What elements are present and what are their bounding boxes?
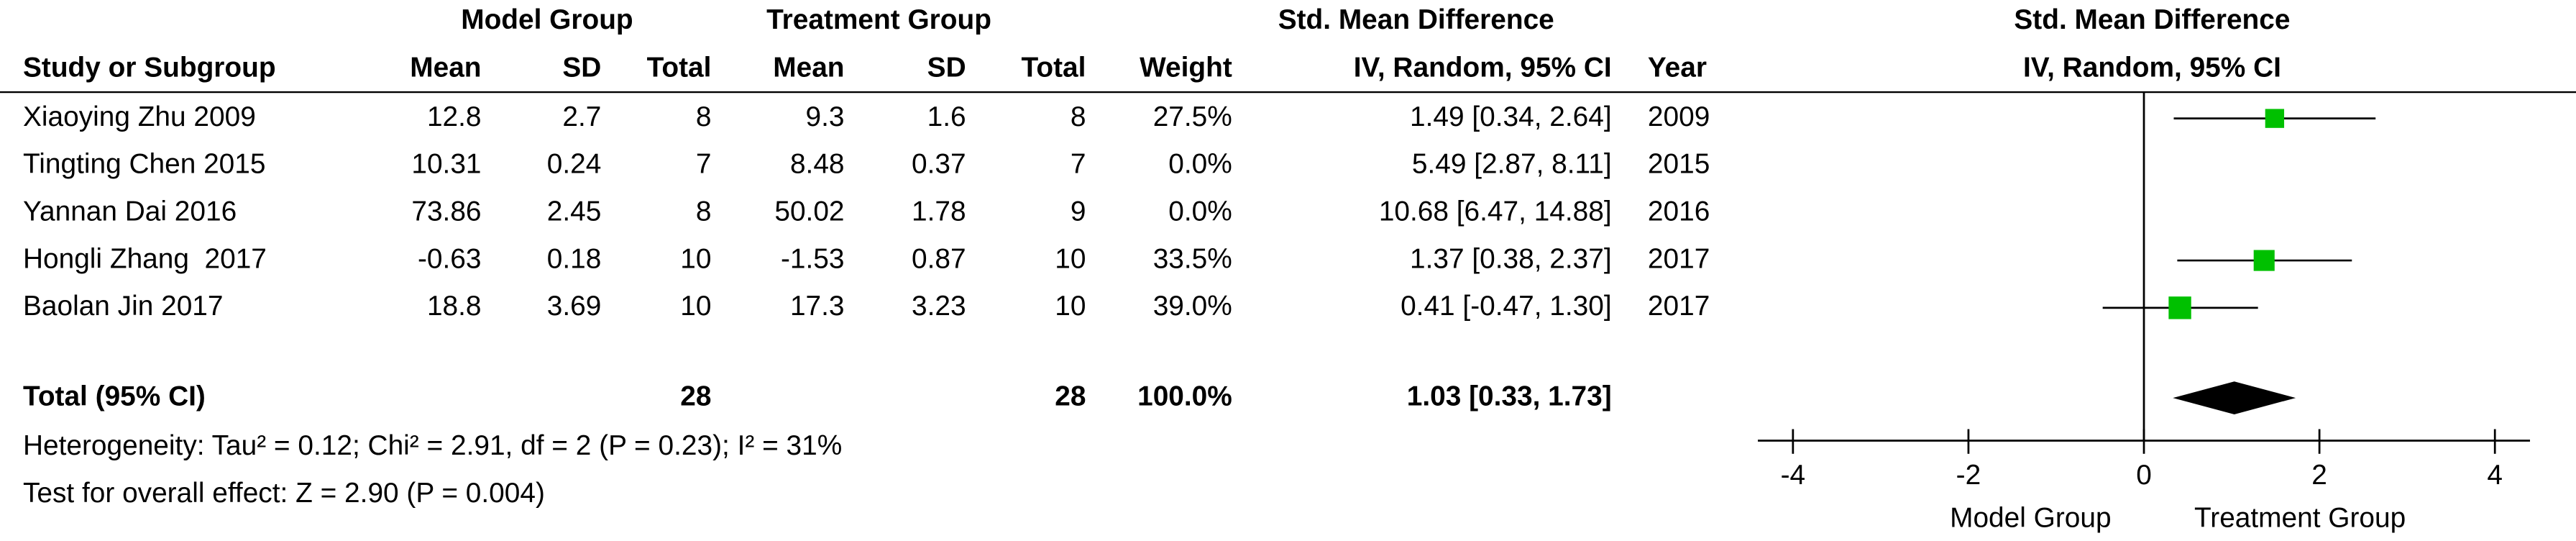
total-cell: 100.0% <box>1137 381 1232 412</box>
table-cell: 0.37 <box>912 149 966 180</box>
column-header: Total <box>647 52 712 83</box>
year: 2015 <box>1648 149 1710 180</box>
x-label-left: Model Group <box>1950 502 2111 533</box>
ci-label: 1.49 [0.34, 2.64] <box>1410 101 1612 132</box>
total-cell: 28 <box>1055 381 1086 412</box>
column-header: Year <box>1648 52 1707 83</box>
weight: 0.0% <box>1168 196 1232 227</box>
effect-marker <box>2168 296 2191 319</box>
group-header: Std. Mean Difference <box>1278 4 1554 35</box>
table-cell: 17.3 <box>790 291 845 322</box>
x-tick-label: 4 <box>2487 460 2503 491</box>
table-cell: 8 <box>696 196 712 227</box>
x-tick-label: 2 <box>2311 460 2327 491</box>
study-name: Yannan Dai 2016 <box>23 196 237 227</box>
ci-label: 0.41 [-0.47, 1.30] <box>1401 291 1612 322</box>
table-cell: -1.53 <box>781 243 845 274</box>
table-cell: 7 <box>696 149 712 180</box>
table-cell: 2.7 <box>562 101 601 132</box>
weight: 33.5% <box>1153 243 1232 274</box>
group-header: Model Group <box>461 4 633 35</box>
pooled-diamond <box>2173 381 2296 414</box>
table-cell: 10.31 <box>411 149 481 180</box>
table-cell: 9 <box>1071 196 1086 227</box>
table-cell: 10 <box>680 291 711 322</box>
column-header: SD <box>927 52 966 83</box>
study-name: Xiaoying Zhu 2009 <box>23 101 256 132</box>
study-name: Baolan Jin 2017 <box>23 291 224 322</box>
study-name: Tingting Chen 2015 <box>23 149 265 180</box>
year: 2017 <box>1648 243 1710 274</box>
table-cell: 7 <box>1071 149 1086 180</box>
year: 2017 <box>1648 291 1710 322</box>
total-label: Total (95% CI) <box>23 381 206 412</box>
column-header: Study or Subgroup <box>23 52 276 83</box>
study-name: Hongli Zhang 2017 <box>23 243 267 274</box>
table-cell: 18.8 <box>427 291 482 322</box>
plot-subtitle: IV, Random, 95% CI <box>2023 52 2281 83</box>
table-cell: 1.78 <box>912 196 966 227</box>
weight: 27.5% <box>1153 101 1232 132</box>
group-header: Treatment Group <box>766 4 991 35</box>
year: 2016 <box>1648 196 1710 227</box>
table-cell: 73.86 <box>411 196 481 227</box>
table-cell: 3.23 <box>912 291 966 322</box>
table-cell: 50.02 <box>774 196 844 227</box>
table-cell: 8.48 <box>790 149 845 180</box>
total-cell: 28 <box>680 381 711 412</box>
heterogeneity: Heterogeneity: Tau² = 0.12; Chi² = 2.91,… <box>23 430 842 461</box>
total-ci: 1.03 [0.33, 1.73] <box>1407 381 1612 412</box>
weight: 0.0% <box>1168 149 1232 180</box>
table-cell: 12.8 <box>427 101 482 132</box>
x-tick-label: 0 <box>2136 460 2152 491</box>
table-cell: 8 <box>1071 101 1086 132</box>
table-cell: 0.18 <box>547 243 602 274</box>
table-cell: 9.3 <box>806 101 845 132</box>
table-cell: 10 <box>680 243 711 274</box>
overall-effect: Test for overall effect: Z = 2.90 (P = 0… <box>23 478 545 509</box>
effect-marker <box>2253 250 2275 271</box>
weight: 39.0% <box>1153 291 1232 322</box>
table-cell: 0.24 <box>547 149 602 180</box>
table-cell: 1.6 <box>927 101 966 132</box>
effect-marker <box>2265 109 2285 128</box>
table-cell: 3.69 <box>547 291 602 322</box>
column-header: Mean <box>773 52 844 83</box>
column-header: IV, Random, 95% CI <box>1354 52 1612 83</box>
ci-label: 10.68 [6.47, 14.88] <box>1379 196 1612 227</box>
ci-label: 5.49 [2.87, 8.11] <box>1412 149 1612 180</box>
table-cell: 2.45 <box>547 196 602 227</box>
column-header: SD <box>562 52 601 83</box>
table-cell: 8 <box>696 101 712 132</box>
table-cell: -0.63 <box>418 243 482 274</box>
x-tick-label: -4 <box>1781 460 1806 491</box>
ci-label: 1.37 [0.38, 2.37] <box>1410 243 1612 274</box>
table-cell: 0.87 <box>912 243 966 274</box>
table-cell: 10 <box>1055 291 1086 322</box>
table-cell: 10 <box>1055 243 1086 274</box>
column-header: Weight <box>1140 52 1232 83</box>
column-header: Total <box>1022 52 1086 83</box>
year: 2009 <box>1648 101 1710 132</box>
x-label-right: Treatment Group <box>2194 502 2406 533</box>
plot-title: Std. Mean Difference <box>2014 4 2290 35</box>
x-tick-label: -2 <box>1956 460 1981 491</box>
column-header: Mean <box>410 52 481 83</box>
